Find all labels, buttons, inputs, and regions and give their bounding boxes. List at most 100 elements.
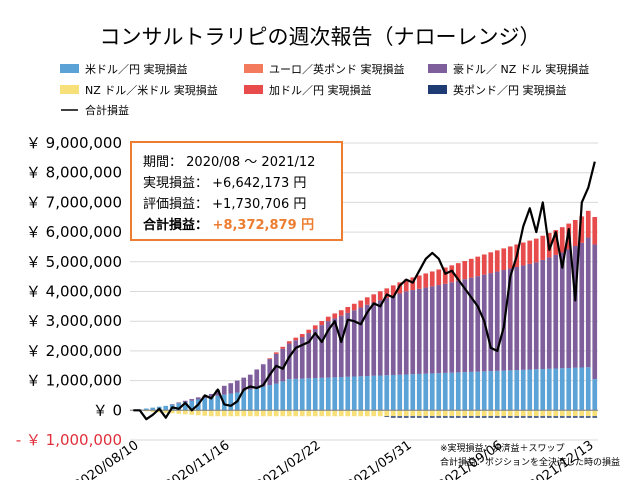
bar-audnzd	[475, 276, 481, 372]
bar-cadjpy	[364, 297, 370, 305]
legend-label-audnzd: 豪ドル／ NZ ドル 実現損益	[453, 62, 589, 76]
bar-cadjpy	[559, 227, 565, 253]
bar-usdjpy	[358, 376, 364, 411]
y-tick-label: ￥ 1,000,000	[26, 372, 122, 390]
bar-nzdusd	[507, 410, 513, 417]
bar-gbpusd	[475, 416, 481, 418]
bar-usdjpy	[520, 369, 526, 411]
bar-audnzd	[540, 259, 546, 370]
bar-cadjpy	[286, 341, 292, 344]
bar-audnzd	[449, 282, 455, 373]
bar-cadjpy	[377, 291, 383, 301]
bar-cadjpy	[572, 219, 578, 246]
bar-gbpusd	[592, 416, 598, 418]
bar-gbpusd	[397, 416, 403, 418]
legend-swatch-usdjpy	[60, 64, 79, 73]
y-axis: ￥ 9,000,000 ￥ 8,000,000 ￥ 7,000,000 ￥ 6,000…	[16, 134, 122, 449]
bar-usdjpy	[527, 369, 533, 411]
bar-usdjpy	[540, 369, 546, 411]
unrealized-label: 評価損益：	[143, 197, 209, 212]
bar-nzdusd	[215, 410, 221, 417]
bar-gbpusd	[468, 416, 474, 418]
bar-gbpusd	[533, 416, 539, 418]
realized-row: 実現損益： +6,642,173 円	[143, 173, 341, 194]
bar-nzdusd	[442, 410, 448, 417]
bar-audnzd	[397, 293, 403, 375]
bar-nzdusd	[579, 410, 585, 417]
bar-usdjpy	[143, 408, 149, 411]
period-value: 2020/08 ～ 2021/12	[186, 155, 316, 170]
bar-usdjpy	[247, 389, 253, 411]
bar-audnzd	[423, 287, 429, 374]
bar-gbpusd	[514, 416, 520, 418]
bar-usdjpy	[494, 370, 500, 411]
bar-usdjpy	[481, 371, 487, 411]
total-profit-line	[133, 161, 596, 421]
bar-cadjpy	[319, 321, 325, 326]
unrealized-row: 評価損益： +1,730,706 円	[143, 194, 341, 215]
bar-nzdusd	[163, 410, 169, 413]
bar-usdjpy	[462, 372, 468, 411]
bar-usdjpy	[208, 396, 214, 411]
bar-usdjpy	[559, 368, 565, 411]
y-tick-label: ￥ 2,000,000	[26, 342, 122, 360]
bar-nzdusd	[202, 410, 208, 416]
bar-nzdusd	[559, 410, 565, 417]
bar-cadjpy	[481, 254, 487, 275]
bar-gbpusd	[436, 416, 442, 418]
bar-nzdusd	[481, 410, 487, 417]
bar-audnzd	[319, 325, 325, 378]
bar-audnzd	[221, 385, 227, 395]
bar-nzdusd	[221, 410, 227, 417]
bar-gbpusd	[546, 416, 552, 418]
bar-nzdusd	[429, 410, 435, 417]
bar-cadjpy	[449, 265, 455, 283]
bar-cadjpy	[384, 288, 390, 299]
bar-audnzd	[215, 389, 221, 396]
bar-cadjpy	[442, 267, 448, 284]
bar-usdjpy	[351, 376, 357, 411]
bar-usdjpy	[579, 367, 585, 411]
bar-audnzd	[241, 377, 247, 391]
bar-nzdusd	[364, 410, 370, 417]
bar-audnzd	[325, 321, 331, 378]
bar-usdjpy	[585, 367, 591, 411]
bar-gbpusd	[442, 416, 448, 418]
bar-cadjpy	[280, 346, 286, 349]
bar-usdjpy	[163, 405, 169, 411]
bar-audnzd	[410, 290, 416, 375]
bar-usdjpy	[371, 375, 377, 411]
bar-usdjpy	[592, 379, 598, 411]
bar-audnzd	[429, 286, 435, 374]
bar-cadjpy	[494, 250, 500, 272]
bar-cadjpy	[429, 271, 435, 287]
bar-usdjpy	[468, 371, 474, 411]
bar-cadjpy	[306, 329, 312, 334]
bar-cadjpy	[488, 252, 494, 274]
legend-label-eurgbp: ユーロ／英ポンド 実現損益	[269, 62, 405, 76]
bar-audnzd	[234, 380, 240, 393]
bar-audnzd	[416, 288, 422, 374]
bar-usdjpy	[429, 373, 435, 411]
bar-audnzd	[566, 249, 572, 369]
bar-gbpusd	[501, 416, 507, 418]
legend-label-total: 合計損益	[85, 103, 129, 117]
bar-audnzd	[468, 277, 474, 372]
total-line	[133, 161, 596, 421]
bar-nzdusd	[156, 410, 162, 413]
bar-audnzd	[182, 400, 188, 403]
bar-nzdusd	[566, 410, 572, 417]
bar-usdjpy	[260, 386, 266, 411]
legend-label-cadjpy: 加ドル／円 実現損益	[269, 83, 372, 97]
bar-cadjpy	[397, 282, 403, 294]
y-tick-label: ￥ 8,000,000	[26, 164, 122, 182]
bar-cadjpy	[325, 316, 331, 322]
bar-nzdusd	[358, 410, 364, 417]
bar-usdjpy	[228, 393, 234, 411]
bar-nzdusd	[280, 410, 286, 417]
bar-nzdusd	[247, 410, 253, 417]
bar-nzdusd	[436, 410, 442, 417]
bar-nzdusd	[533, 410, 539, 417]
bar-nzdusd	[254, 410, 260, 417]
